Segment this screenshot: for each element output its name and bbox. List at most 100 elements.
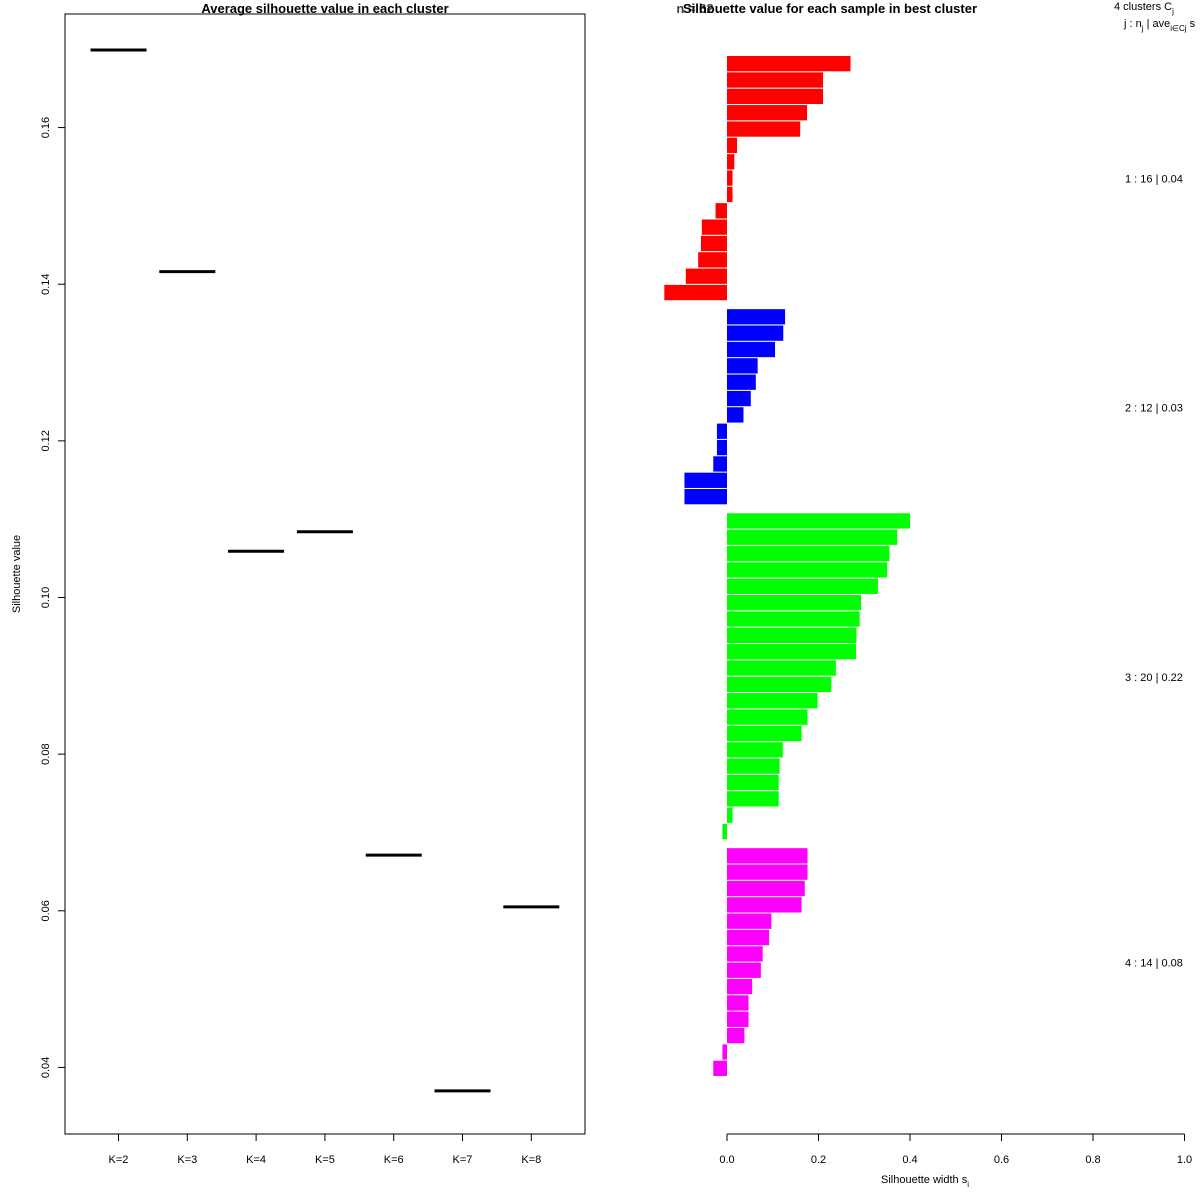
silhouette-bar-c3-4 [727,562,888,578]
silhouette-bar-c2-6 [727,390,751,407]
left-x-tick-label: K=4 [246,1154,266,1166]
silhouette-bar-c3-2 [727,529,898,545]
cluster-header-line1: 4 clusters Cj [1114,1,1174,16]
left-chart-panel: Average silhouette value in each cluster… [11,1,586,1166]
left-x-tick-label: K=5 [315,1154,335,1166]
right-bars [664,56,910,1076]
silhouette-bar-c2-9 [716,439,727,456]
cluster-4-label: 4 : 14 | 0.08 [1125,958,1183,970]
silhouette-bar-c4-2 [727,864,808,880]
silhouette-bar-c2-1 [727,309,786,325]
silhouette-bar-c4-8 [727,962,761,978]
right-chart-n-label: n = 62 [676,1,713,16]
cluster-3-label: 3 : 20 | 0.22 [1125,672,1183,684]
silhouette-bar-c1-5 [727,121,801,137]
silhouette-bar-c4-14 [713,1060,727,1076]
silhouette-bar-c1-9 [727,186,733,203]
silhouette-bar-c4-10 [727,995,749,1011]
silhouette-bar-c2-3 [727,341,776,358]
cluster-header-line2: j : nj | avei∈Cj s [1123,18,1196,33]
silhouette-bar-c2-2 [727,325,784,341]
left-x-tick-label: K=2 [109,1154,129,1166]
silhouette-bar-c3-6 [727,595,862,611]
silhouette-bar-c1-12 [700,235,727,252]
left-series-marks [90,48,560,1093]
left-x-axis: K=2 K=3 K=4 K=5 K=6 K=7 K=8 [109,1134,541,1166]
silhouette-bar-c3-13 [727,709,808,725]
silhouette-bar-c4-4 [727,897,802,913]
silhouette-bar-c2-10 [713,456,727,472]
silhouette-bar-c3-5 [727,578,878,594]
left-y-axis-label: Silhouette value [11,535,23,613]
silhouette-bar-c4-13 [722,1044,727,1060]
silhouette-bar-c2-4 [727,358,758,374]
left-y-tick-label: 0.16 [40,117,52,138]
silhouette-bar-c4-1 [727,848,808,864]
silhouette-bar-c3-18 [727,791,779,807]
left-x-tick-label: K=7 [453,1154,473,1166]
right-x-tick-label: 0.0 [719,1154,734,1166]
silhouette-bar-c4-9 [727,978,753,995]
silhouette-bar-c4-12 [727,1028,745,1044]
silhouette-bar-c1-4 [727,105,808,121]
silhouette-bar-c2-7 [727,407,744,423]
silhouette-bar-c1-11 [701,219,727,235]
silhouette-bar-c3-11 [727,676,832,693]
left-y-tick-label: 0.10 [40,587,52,608]
right-x-axis: 0.0 0.2 0.4 0.6 0.8 1.0 [719,1133,1192,1166]
silhouette-bar-c4-7 [727,946,763,962]
cluster-2-label: 2 : 12 | 0.03 [1125,402,1183,414]
left-y-tick-label: 0.06 [40,900,52,921]
silhouette-bar-c1-1 [727,56,851,72]
right-x-tick-label: 0.8 [1085,1154,1100,1166]
cluster-labels: 1 : 16 | 0.04 2 : 12 | 0.03 3 : 20 | 0.22 4… [1125,174,1183,970]
silhouette-bar-c4-6 [727,929,770,946]
silhouette-bar-c1-6 [727,137,738,154]
silhouette-bar-c1-15 [664,284,727,301]
silhouette-bar-c3-17 [727,774,779,791]
right-x-tick-label: 0.2 [811,1154,826,1166]
left-y-axis: 0.04 0.06 0.08 0.10 0.12 0.14 0.16 [40,117,65,1078]
left-plot-frame [64,13,586,1135]
cluster-1-label: 1 : 16 | 0.04 [1125,174,1183,186]
silhouette-bar-c2-11 [684,472,727,488]
silhouette-bar-c2-12 [684,489,727,505]
right-chart-title: Silhouette value for each sample in best… [683,1,977,16]
left-y-tick-label: 0.08 [40,743,52,764]
left-x-tick-label: K=8 [521,1154,541,1166]
silhouette-bar-c3-14 [727,725,802,742]
silhouette-bar-c3-9 [727,644,857,660]
silhouette-bar-c3-19 [727,807,733,823]
silhouette-bar-c3-1 [727,513,910,529]
silhouette-bar-c3-12 [727,693,818,709]
right-x-tick-label: 0.6 [994,1154,1009,1166]
silhouette-bar-c3-3 [727,545,890,562]
silhouette-bar-c1-7 [727,154,735,170]
silhouette-bar-c1-3 [727,88,824,104]
right-x-axis-label: Silhouette width si [881,1174,969,1189]
left-y-tick-label: 0.12 [40,430,52,451]
silhouette-bar-c3-15 [727,742,783,758]
silhouette-bar-c4-3 [727,880,805,897]
silhouette-bar-c3-10 [727,660,836,676]
silhouette-bar-c1-8 [727,170,733,186]
left-y-tick-label: 0.14 [40,273,52,294]
silhouette-bar-c4-11 [727,1011,749,1027]
left-x-tick-label: K=3 [177,1154,197,1166]
silhouette-bar-c2-5 [727,374,756,390]
silhouette-bar-c1-13 [698,252,727,268]
silhouette-bar-c4-5 [727,913,772,929]
left-chart-title: Average silhouette value in each cluster [201,1,448,16]
silhouette-bar-c3-16 [727,758,780,774]
silhouette-bar-c3-7 [727,611,860,627]
silhouette-bar-c1-14 [685,268,727,284]
left-x-tick-label: K=6 [384,1154,404,1166]
silhouette-bar-c1-10 [715,203,727,219]
left-y-tick-label: 0.04 [40,1057,52,1078]
right-x-tick-label: 1.0 [1177,1154,1192,1166]
silhouette-bar-c1-2 [727,72,824,88]
silhouette-bar-c2-8 [716,423,727,439]
right-x-tick-label: 0.4 [902,1154,917,1166]
right-chart-panel: Silhouette value for each sample in best… [664,1,1196,1189]
